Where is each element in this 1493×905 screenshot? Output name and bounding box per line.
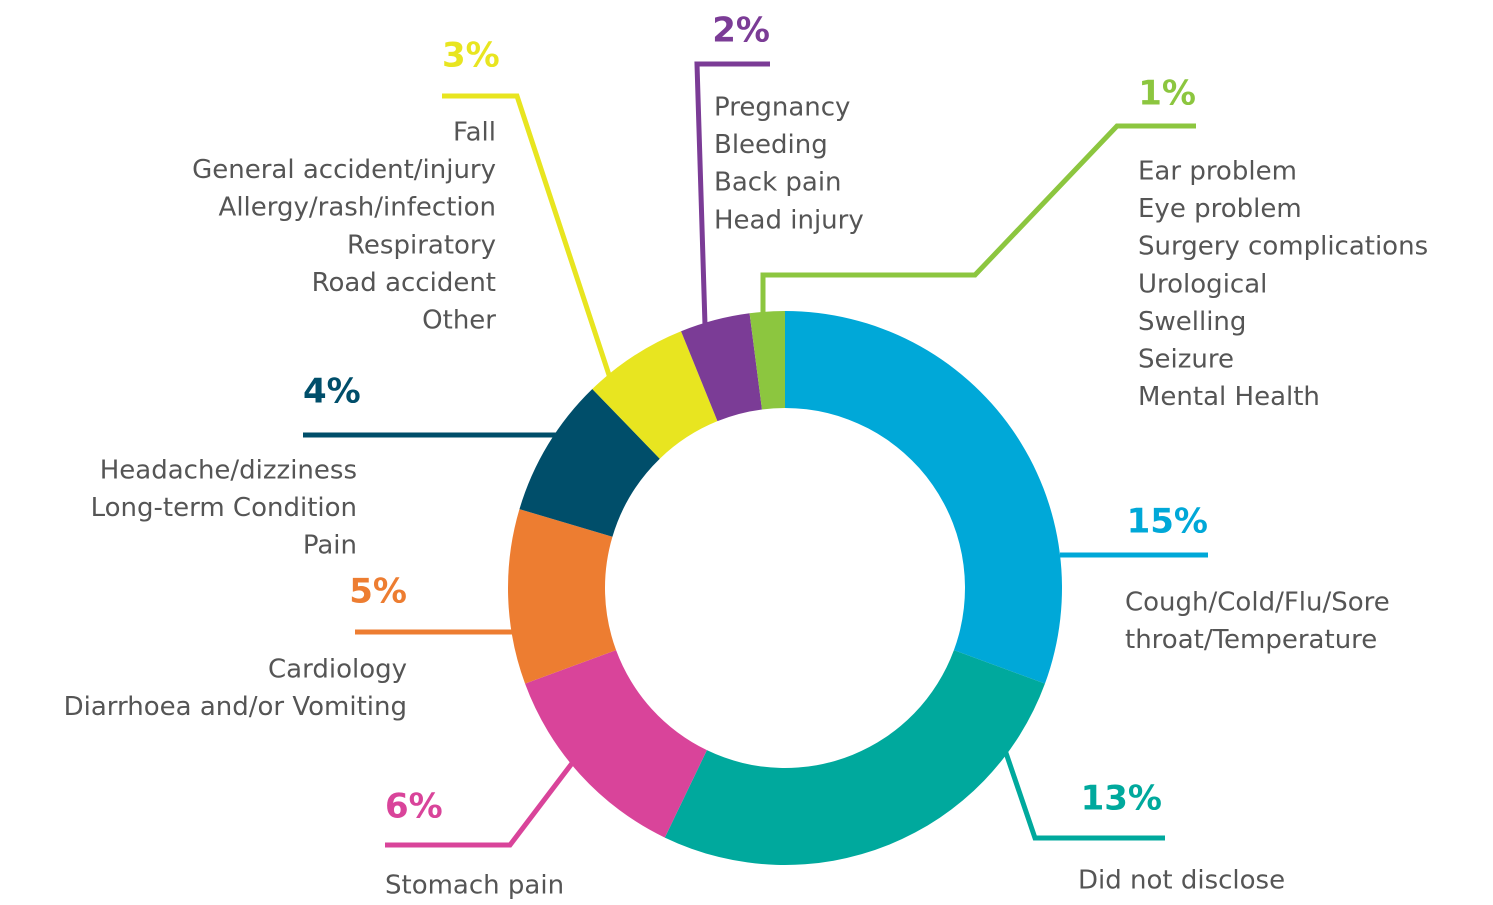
category-label: Fall xyxy=(453,118,496,148)
category-label: Allergy/rash/infection xyxy=(219,193,496,223)
category-label: Ear problem xyxy=(1138,157,1297,187)
category-label: Headache/dizziness xyxy=(100,456,357,486)
category-label: General accident/injury xyxy=(192,155,496,185)
category-label: Swelling xyxy=(1138,307,1246,337)
category-label: Eye problem xyxy=(1138,194,1302,224)
category-label: Surgery complications xyxy=(1138,232,1428,262)
category-label: Diarrhoea and/or Vomiting xyxy=(64,692,407,722)
category-label: Cardiology xyxy=(268,655,407,685)
category-label: Mental Health xyxy=(1138,382,1320,412)
category-label: Did not disclose xyxy=(1078,866,1285,896)
category-label: Bleeding xyxy=(714,130,828,160)
value-label: 1% xyxy=(1138,74,1196,114)
category-label: Stomach pain xyxy=(385,871,564,901)
slice xyxy=(525,650,707,838)
category-label: throat/Temperature xyxy=(1125,625,1377,655)
value-label: 13% xyxy=(1081,779,1162,819)
slice xyxy=(681,313,762,422)
category-label: Road accident xyxy=(312,268,496,298)
slice xyxy=(664,650,1045,865)
leader-line xyxy=(694,61,770,326)
value-label: 15% xyxy=(1127,502,1208,542)
value-label: 3% xyxy=(442,36,500,76)
category-label: Cough/Cold/Flu/Sore xyxy=(1125,588,1390,618)
value-label: 6% xyxy=(385,787,443,827)
slice xyxy=(592,331,718,459)
category-label: Other xyxy=(422,306,496,336)
value-label: 4% xyxy=(303,372,361,412)
value-label: 2% xyxy=(712,11,770,51)
category-label: Respiratory xyxy=(347,230,496,260)
leader-line xyxy=(385,760,575,848)
category-label: Urological xyxy=(1138,269,1267,299)
leader-line xyxy=(442,93,613,379)
category-label: Back pain xyxy=(714,168,842,198)
category-label: Pregnancy xyxy=(714,93,850,123)
slice xyxy=(785,311,1062,684)
slice xyxy=(519,389,660,537)
category-label: Pain xyxy=(303,531,357,561)
slice xyxy=(749,311,785,410)
slice xyxy=(507,509,617,684)
leader-line xyxy=(760,123,1196,315)
leader-line xyxy=(1002,749,1165,841)
category-label: Seizure xyxy=(1138,345,1234,375)
category-label: Long-term Condition xyxy=(91,493,357,523)
category-label: Head injury xyxy=(714,205,864,235)
value-label: 5% xyxy=(349,572,407,612)
